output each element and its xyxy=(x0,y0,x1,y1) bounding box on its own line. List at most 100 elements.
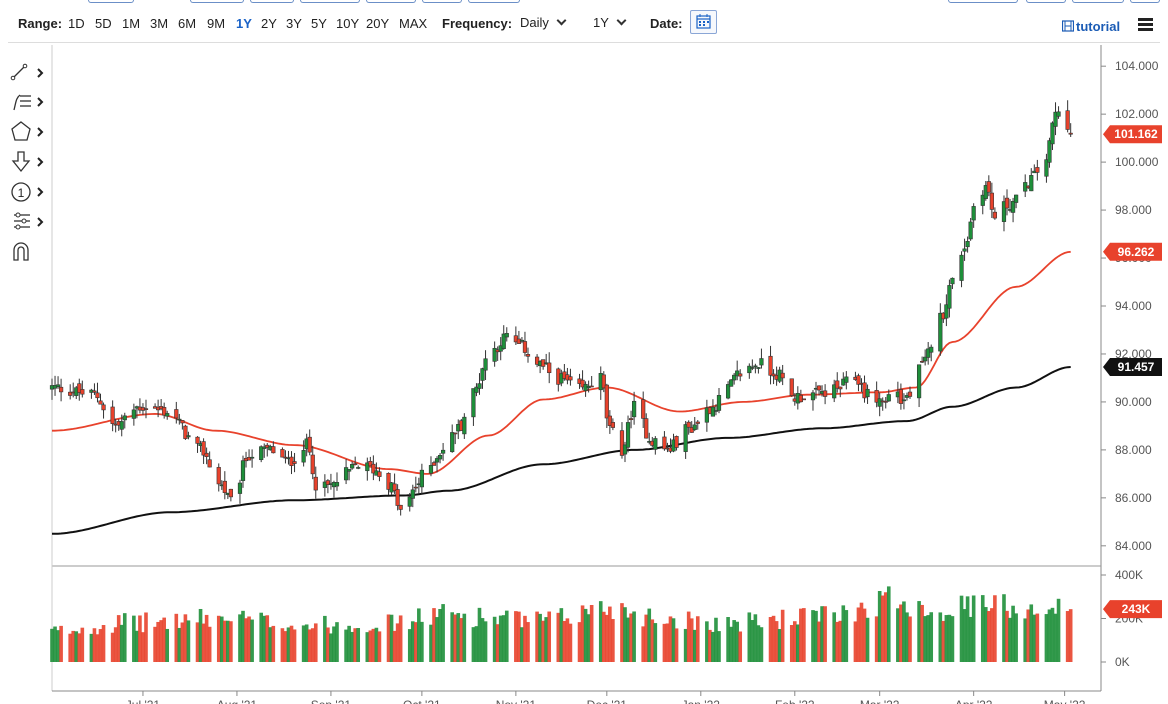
volume-bar xyxy=(886,586,891,662)
volume-bar xyxy=(874,616,879,662)
volume-bar xyxy=(523,615,527,662)
candle-body xyxy=(228,488,233,498)
candle-body xyxy=(95,392,100,399)
range-3y-button[interactable]: 3Y xyxy=(286,16,302,31)
volume-bar xyxy=(538,613,542,662)
range-2y-button[interactable]: 2Y xyxy=(261,16,277,31)
volume-bar xyxy=(929,612,934,662)
time-tick-label: Jan '22 xyxy=(682,698,721,704)
candle-body xyxy=(177,418,182,421)
candle-body xyxy=(965,241,970,248)
volume-bar xyxy=(750,620,755,662)
ma-slow-line xyxy=(52,366,1071,535)
candle-body xyxy=(750,367,755,369)
volume-bar xyxy=(1029,604,1034,662)
price-chart[interactable]: 104.000102.000100.00098.00096.00094.0009… xyxy=(0,45,1168,704)
candle-body xyxy=(619,430,625,456)
volume-bar xyxy=(944,615,949,662)
candle-body xyxy=(801,398,806,401)
range-max-button[interactable]: MAX xyxy=(399,16,428,31)
volume-bar xyxy=(377,631,382,662)
range-3m-button[interactable]: 3M xyxy=(150,16,169,31)
candle-body xyxy=(683,424,688,452)
volume-bar xyxy=(611,619,615,662)
volume-bar xyxy=(304,624,309,662)
candle-body xyxy=(68,391,73,396)
candle-body xyxy=(986,181,991,193)
range-1d-button[interactable]: 1D xyxy=(68,16,85,31)
range-1m-button[interactable]: 1M xyxy=(122,16,141,31)
candle-body xyxy=(929,346,934,353)
volume-bar xyxy=(983,607,988,662)
volume-bar xyxy=(626,617,630,662)
magnet-tool-icon[interactable] xyxy=(10,240,50,270)
volume-bar xyxy=(729,626,733,662)
volume-bar xyxy=(95,634,100,662)
range-20y-button[interactable]: 20Y xyxy=(366,16,390,31)
price-tick-label: 98.000 xyxy=(1115,203,1152,217)
range-5d-button[interactable]: 5D xyxy=(95,16,112,31)
chevron-down-icon xyxy=(556,15,567,26)
volume-bar xyxy=(598,601,603,662)
line-tool-icon[interactable] xyxy=(10,60,50,90)
candle-body xyxy=(350,464,355,469)
candle-body xyxy=(980,194,985,206)
candle-body xyxy=(246,457,252,461)
volume-bar xyxy=(899,604,903,662)
last-price-tag: 101.162 xyxy=(1103,125,1162,144)
annotation-tool-icon[interactable]: 1 xyxy=(10,180,50,210)
indicator-tool-icon[interactable] xyxy=(10,210,50,240)
volume-bar xyxy=(683,628,688,662)
menu-icon[interactable] xyxy=(1138,18,1153,31)
candle-body xyxy=(962,248,967,252)
volume-bar xyxy=(650,619,655,662)
volume-bar xyxy=(796,624,800,662)
volume-bar xyxy=(971,595,976,662)
volume-bar xyxy=(480,618,485,662)
volume-bar xyxy=(250,619,254,662)
volume-bar xyxy=(223,620,227,662)
candle-body xyxy=(926,348,931,358)
candle-body xyxy=(186,435,191,438)
arrow-tool-icon[interactable] xyxy=(10,150,50,180)
shape-tool-icon[interactable] xyxy=(10,120,50,150)
candle-body xyxy=(907,391,913,397)
volume-bar xyxy=(313,623,318,662)
volume-bar xyxy=(514,611,518,662)
time-tick-label: Nov '21 xyxy=(496,698,537,704)
range-10y-button[interactable]: 10Y xyxy=(336,16,360,31)
range-9m-button[interactable]: 9M xyxy=(207,16,226,31)
fib-tool-icon[interactable] xyxy=(10,90,50,120)
candle-body xyxy=(1044,159,1049,177)
candle-body xyxy=(959,254,964,281)
frequency-dropdown[interactable]: Daily xyxy=(520,15,567,30)
range-1y-button[interactable]: 1Y xyxy=(236,16,252,31)
range-6m-button[interactable]: 6M xyxy=(178,16,197,31)
candle-body xyxy=(483,358,488,371)
volume-bar xyxy=(398,615,403,662)
candle-body xyxy=(604,384,609,419)
candle-body xyxy=(838,386,843,390)
candle-body xyxy=(162,407,167,416)
volume-bar xyxy=(441,604,445,662)
tutorial-link[interactable]: tutorial xyxy=(1061,19,1120,34)
range-5y-button[interactable]: 5Y xyxy=(311,16,327,31)
volume-bar xyxy=(965,596,970,662)
candle-body xyxy=(816,385,822,391)
candle-body xyxy=(131,409,136,419)
volume-bar xyxy=(280,628,285,662)
time-tick-label: Sep '21 xyxy=(311,698,352,704)
volume-bar xyxy=(1023,618,1028,662)
volume-bar xyxy=(883,592,888,662)
period-dropdown[interactable]: 1Y xyxy=(593,15,627,30)
candle-body xyxy=(216,467,221,485)
volume-bar xyxy=(335,622,339,662)
date-picker-button[interactable] xyxy=(690,10,717,34)
volume-bar xyxy=(695,616,700,662)
ma-fast-tag-bg xyxy=(1103,242,1162,261)
volume-bar xyxy=(692,629,697,662)
candle-body xyxy=(122,415,127,421)
price-tick-label: 94.000 xyxy=(1115,299,1152,313)
volume-bar xyxy=(774,621,779,662)
candle-body xyxy=(310,454,315,475)
